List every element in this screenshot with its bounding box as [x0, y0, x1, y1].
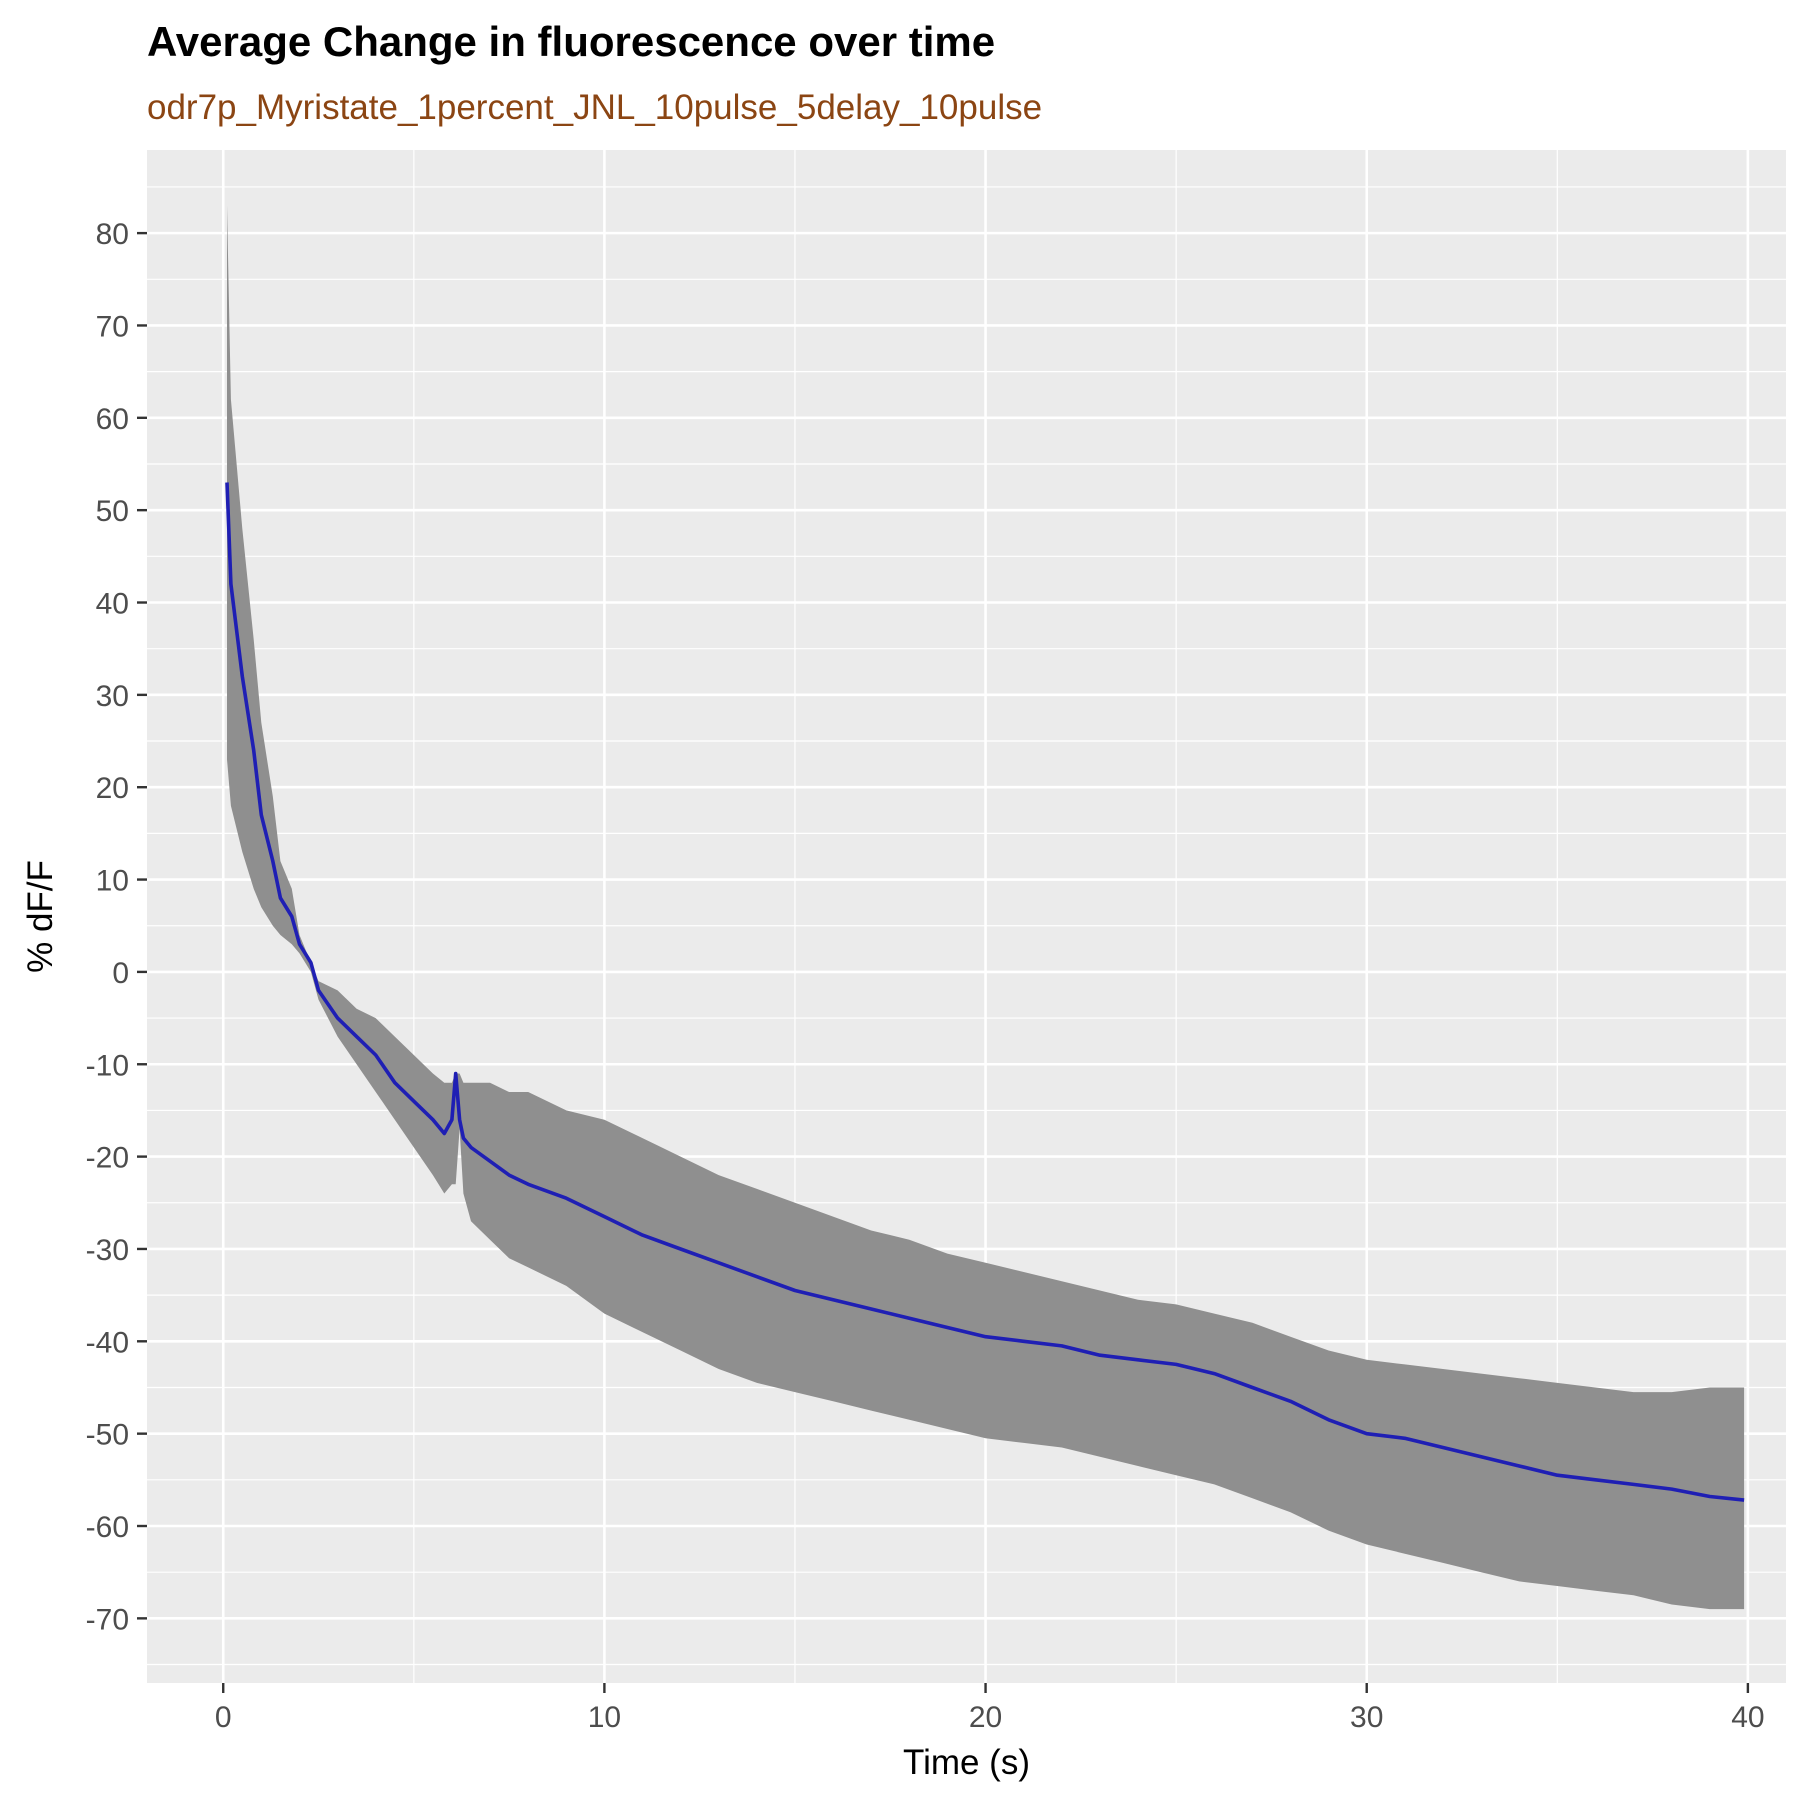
x-tick-label: 40 — [1731, 1701, 1764, 1734]
grid-major — [147, 150, 1786, 1683]
x-tick-label: 10 — [588, 1701, 621, 1734]
y-tick-label: 20 — [96, 772, 129, 805]
y-tick-label: -20 — [86, 1142, 129, 1175]
y-tick-label: 80 — [96, 218, 129, 251]
chart-subtitle: odr7p_Myristate_1percent_JNL_10pulse_5de… — [147, 88, 1043, 127]
y-tick-label: 60 — [96, 403, 129, 436]
x-axis-label: Time (s) — [903, 1743, 1030, 1782]
mean-line — [225, 482, 1745, 1502]
y-axis-label: % dF/F — [21, 860, 60, 973]
y-tick-label: -70 — [86, 1603, 129, 1636]
y-tick-label: 40 — [96, 588, 129, 621]
y-tick-label: -30 — [86, 1234, 129, 1267]
x-tick-label: 20 — [969, 1701, 1002, 1734]
grid-minor — [147, 150, 1786, 1683]
y-tick-label: -50 — [86, 1419, 129, 1452]
y-axis: 80 70 60 50 40 30 20 10 0 -10 -20 -30 -40 -50 -60 -70 — [86, 218, 147, 1636]
y-tick-label: 70 — [96, 310, 129, 343]
y-tick-label: -10 — [86, 1049, 129, 1082]
x-tick-label: 0 — [215, 1701, 232, 1734]
x-tick-label: 30 — [1350, 1701, 1383, 1734]
y-tick-label: 10 — [96, 865, 129, 898]
y-tick-label: -60 — [86, 1511, 129, 1544]
y-tick-label: 50 — [96, 495, 129, 528]
y-tick-label: 0 — [112, 957, 129, 990]
x-axis: 0 10 20 30 40 — [215, 1683, 1765, 1734]
y-tick-label: 30 — [96, 680, 129, 713]
chart-title: Average Change in fluorescence over time — [147, 18, 996, 65]
error-ribbon — [227, 205, 1745, 1610]
y-tick-label: -40 — [86, 1326, 129, 1359]
